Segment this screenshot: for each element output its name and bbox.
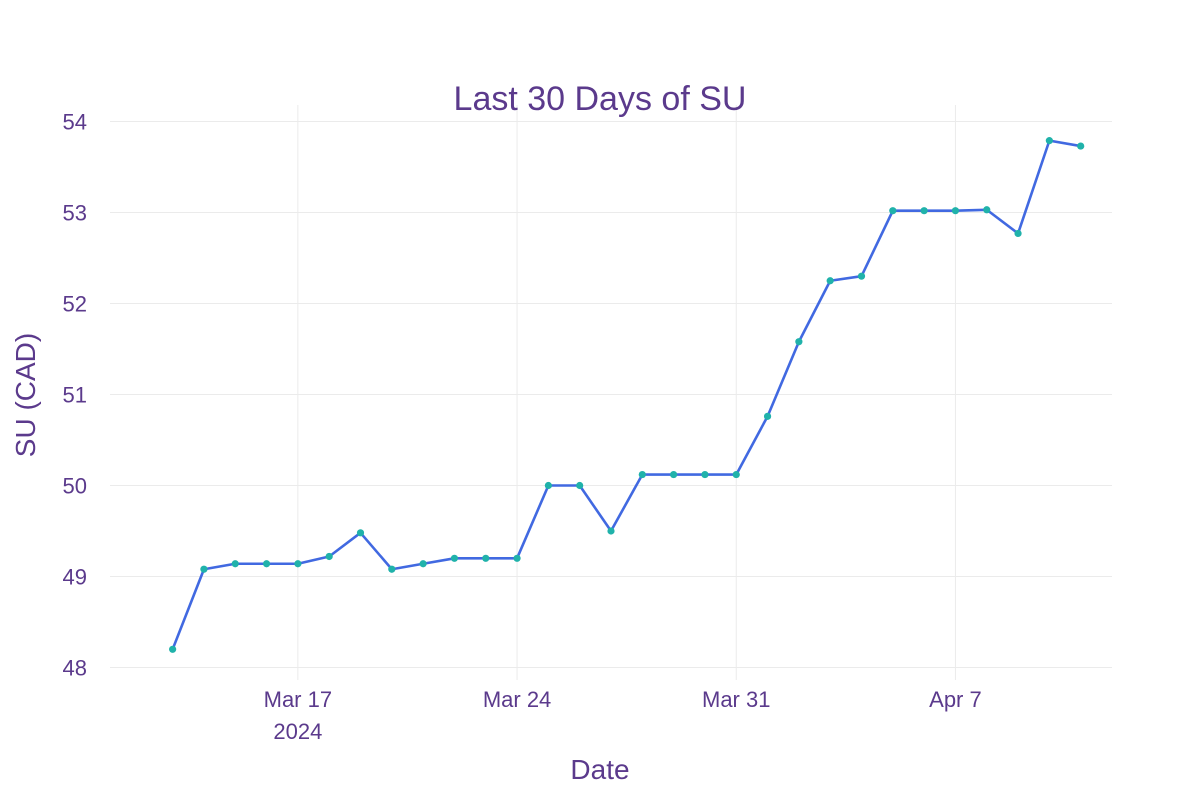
data-point	[857, 272, 866, 280]
data-point	[325, 552, 333, 561]
data-point	[763, 412, 772, 420]
y-axis-title: SU (CAD)	[10, 333, 41, 457]
data-point	[513, 554, 521, 562]
data-point	[920, 207, 928, 215]
series-markers	[169, 137, 1085, 653]
y-tick-label: 54	[63, 110, 87, 135]
data-point	[544, 481, 552, 490]
data-point	[200, 565, 208, 573]
x-tick-label: Mar 17	[264, 687, 332, 712]
x-tick-label: Mar 31	[702, 687, 770, 712]
data-point	[482, 554, 490, 562]
x-tick-label: Mar 24	[483, 687, 551, 712]
y-tick-label: 48	[63, 656, 87, 681]
data-point	[294, 560, 302, 568]
chart-title: Last 30 Days of SU	[454, 80, 747, 118]
x-axis-title: Date	[570, 754, 629, 785]
y-tick-label: 49	[63, 565, 87, 590]
data-point	[795, 338, 803, 346]
data-point	[951, 207, 960, 215]
y-tick-label: 50	[63, 474, 87, 499]
data-point	[169, 645, 177, 653]
x-gridlines	[297, 105, 956, 680]
y-tick-label: 51	[63, 383, 87, 408]
y-tick-label: 53	[63, 201, 87, 226]
x-tick-year-label: 2024	[273, 719, 322, 744]
x-axis-ticks: Mar 17 2024 Mar 24 Mar 31 Apr 7	[264, 687, 982, 744]
data-point	[388, 565, 396, 573]
data-point	[1077, 142, 1085, 150]
y-gridlines	[110, 121, 1112, 668]
data-point	[450, 554, 459, 562]
data-point	[1045, 137, 1053, 145]
x-tick-label: Apr 7	[929, 687, 982, 712]
series-line	[171, 139, 1081, 650]
data-point	[638, 470, 646, 479]
data-point	[670, 470, 678, 479]
data-point	[889, 207, 897, 215]
data-point	[419, 560, 427, 568]
data-point	[231, 560, 239, 568]
data-point	[262, 560, 271, 568]
data-point	[356, 529, 365, 537]
data-point	[826, 277, 834, 285]
y-tick-label: 52	[63, 292, 87, 317]
data-point	[576, 481, 584, 490]
data-point	[701, 470, 709, 479]
data-point	[1014, 229, 1022, 238]
y-axis-ticks: 48 49 50 51 52 53 54	[63, 110, 87, 681]
data-point	[983, 206, 991, 214]
data-point	[607, 527, 615, 535]
data-point	[732, 470, 740, 479]
